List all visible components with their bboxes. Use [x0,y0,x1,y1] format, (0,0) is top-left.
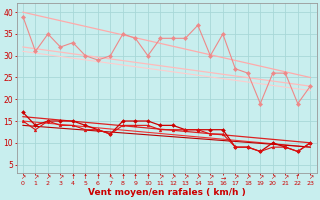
X-axis label: Vent moyen/en rafales ( km/h ): Vent moyen/en rafales ( km/h ) [88,188,245,197]
